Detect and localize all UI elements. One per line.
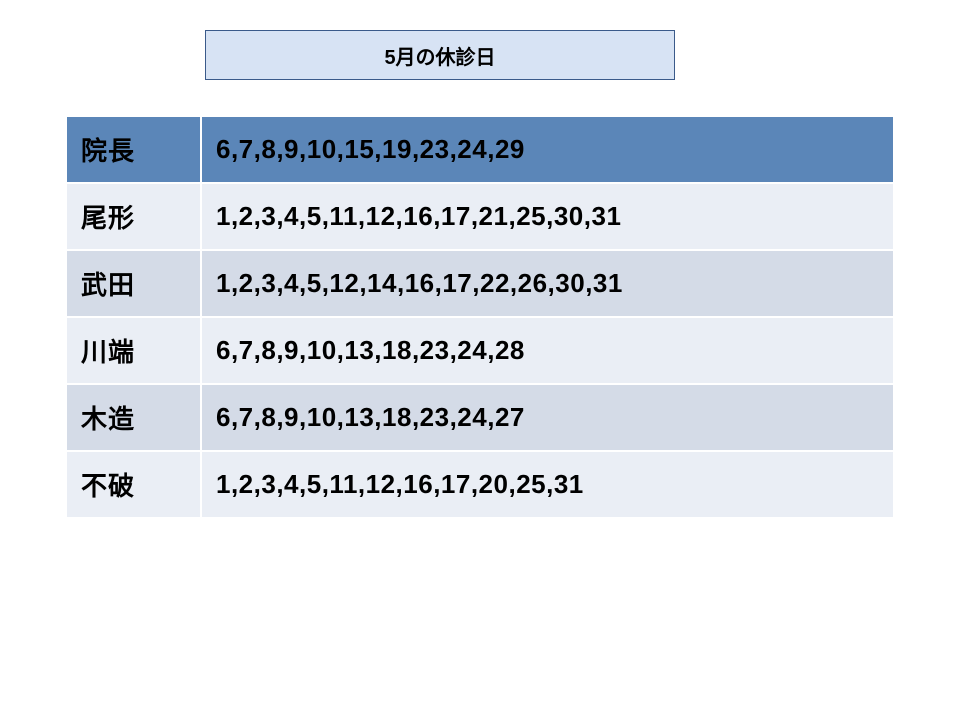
name-cell: 不破: [66, 451, 201, 518]
table-row: 武田 1,2,3,4,5,12,14,16,17,22,26,30,31: [66, 250, 894, 317]
name-cell: 川端: [66, 317, 201, 384]
dates-cell: 6,7,8,9,10,13,18,23,24,27: [201, 384, 894, 451]
dates-cell: 6,7,8,9,10,15,19,23,24,29: [201, 116, 894, 183]
name-cell: 院長: [66, 116, 201, 183]
dates-cell: 1,2,3,4,5,11,12,16,17,20,25,31: [201, 451, 894, 518]
schedule-table-body: 院長 6,7,8,9,10,15,19,23,24,29 尾形 1,2,3,4,…: [66, 116, 894, 518]
schedule-table: 院長 6,7,8,9,10,15,19,23,24,29 尾形 1,2,3,4,…: [65, 115, 895, 519]
table-row: 川端 6,7,8,9,10,13,18,23,24,28: [66, 317, 894, 384]
name-cell: 尾形: [66, 183, 201, 250]
name-cell: 武田: [66, 250, 201, 317]
table-row: 木造 6,7,8,9,10,13,18,23,24,27: [66, 384, 894, 451]
table-row: 院長 6,7,8,9,10,15,19,23,24,29: [66, 116, 894, 183]
dates-cell: 1,2,3,4,5,11,12,16,17,21,25,30,31: [201, 183, 894, 250]
table-row: 尾形 1,2,3,4,5,11,12,16,17,21,25,30,31: [66, 183, 894, 250]
dates-cell: 6,7,8,9,10,13,18,23,24,28: [201, 317, 894, 384]
dates-cell: 1,2,3,4,5,12,14,16,17,22,26,30,31: [201, 250, 894, 317]
name-cell: 木造: [66, 384, 201, 451]
page-root: 5月の休診日 院長 6,7,8,9,10,15,19,23,24,29 尾形 1…: [0, 0, 960, 720]
table-row: 不破 1,2,3,4,5,11,12,16,17,20,25,31: [66, 451, 894, 518]
page-title: 5月の休診日: [205, 30, 675, 80]
